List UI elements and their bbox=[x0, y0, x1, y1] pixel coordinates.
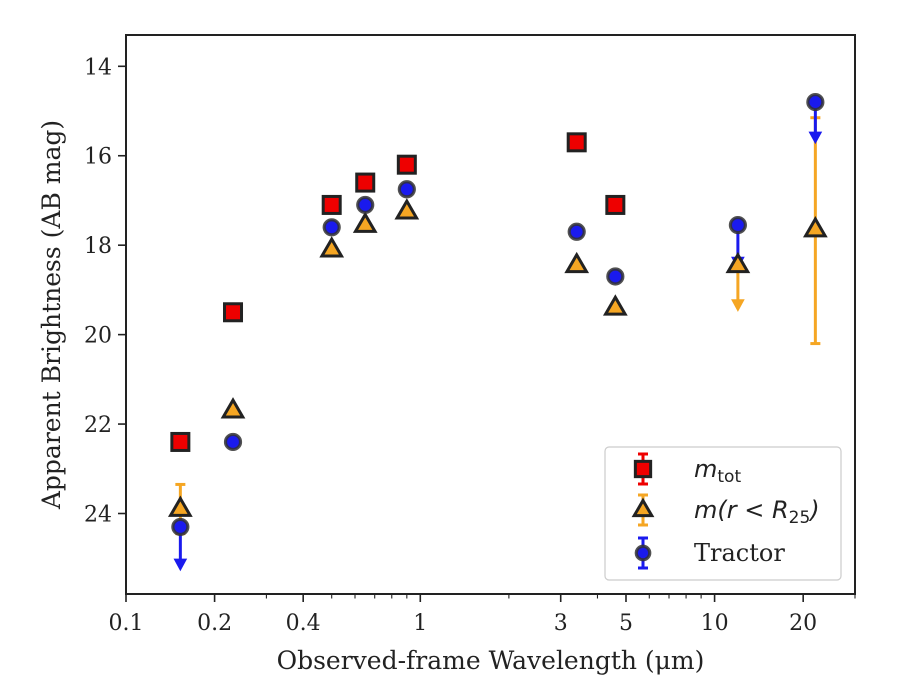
point-tractor bbox=[322, 218, 341, 237]
legend-box bbox=[604, 446, 842, 581]
x-tick-label: 0.1 bbox=[109, 611, 144, 636]
series-tractor bbox=[171, 92, 825, 537]
point-mtot bbox=[321, 194, 342, 215]
legend-marker-mr25 bbox=[631, 497, 655, 518]
point-mr25 bbox=[167, 495, 193, 517]
x-tick-label: 0.2 bbox=[197, 611, 232, 636]
x-tick-label: 10 bbox=[701, 611, 729, 636]
point-tractor bbox=[397, 180, 416, 199]
data-layer bbox=[167, 92, 828, 572]
legend-label-tractor: Tractor bbox=[694, 539, 785, 567]
point-mr25 bbox=[602, 294, 628, 316]
upper-limit-arrow bbox=[808, 131, 823, 145]
legend-label-mr25-main: m(r < R bbox=[694, 496, 789, 524]
legend-label-mr25: m(r < R25) bbox=[694, 496, 820, 528]
point-mtot bbox=[566, 132, 587, 153]
series-mr25 bbox=[167, 198, 828, 517]
point-mtot bbox=[170, 431, 191, 452]
axis-ticks: 0.1 0.2 0.4 1 3 5 10 20 14 16 18 20 22 24 bbox=[84, 55, 856, 636]
legend-label-mtot-sub: tot bbox=[717, 467, 741, 487]
y-tick-label: 24 bbox=[84, 503, 112, 528]
y-tick-label: 18 bbox=[84, 234, 112, 259]
x-tick-label: 20 bbox=[789, 611, 817, 636]
point-mr25 bbox=[802, 216, 828, 238]
y-tick-label: 20 bbox=[84, 324, 112, 349]
legend-marker-mtot bbox=[633, 459, 653, 479]
legend-label-mtot-main: m bbox=[694, 455, 717, 483]
legend-label-mr25-sub: 25 bbox=[789, 508, 811, 528]
point-mr25 bbox=[725, 251, 751, 274]
point-tractor bbox=[606, 267, 625, 286]
point-tractor bbox=[171, 517, 190, 537]
legend-label-mr25-tail: ) bbox=[808, 496, 819, 524]
upper-limit-arrow bbox=[731, 299, 745, 312]
point-mr25 bbox=[352, 211, 378, 233]
y-tick-label: 14 bbox=[84, 55, 112, 80]
point-tractor bbox=[567, 222, 586, 241]
plot-frame bbox=[125, 34, 856, 595]
point-mtot bbox=[396, 154, 417, 175]
point-tractor bbox=[806, 92, 825, 112]
point-mr25 bbox=[564, 251, 590, 274]
x-tick-label: 3 bbox=[554, 611, 568, 636]
legend-marker-tractor bbox=[634, 544, 652, 562]
y-tick-label: 22 bbox=[84, 413, 112, 438]
point-mr25 bbox=[394, 198, 420, 220]
legend: mtot m(r < R25) Tractor bbox=[604, 446, 842, 581]
point-tractor bbox=[223, 432, 243, 452]
point-mr25 bbox=[319, 236, 345, 258]
point-mtot bbox=[605, 194, 626, 215]
y-tick-label: 16 bbox=[84, 145, 112, 170]
point-mtot bbox=[355, 172, 376, 193]
x-tick-label: 1 bbox=[413, 611, 427, 636]
upper-limit-arrow bbox=[173, 558, 188, 572]
series-mtot bbox=[170, 132, 626, 452]
x-tick-label: 5 bbox=[619, 611, 633, 636]
point-tractor bbox=[728, 215, 747, 235]
point-mr25 bbox=[220, 397, 246, 419]
x-axis-title: Observed-frame Wavelength (μm) bbox=[277, 646, 705, 675]
legend-label-mtot: mtot bbox=[694, 455, 741, 487]
point-tractor bbox=[356, 195, 375, 215]
point-mtot bbox=[223, 302, 244, 323]
y-axis-title: Apparent Brightness (AB mag) bbox=[37, 120, 66, 510]
x-tick-label: 0.4 bbox=[286, 611, 321, 636]
